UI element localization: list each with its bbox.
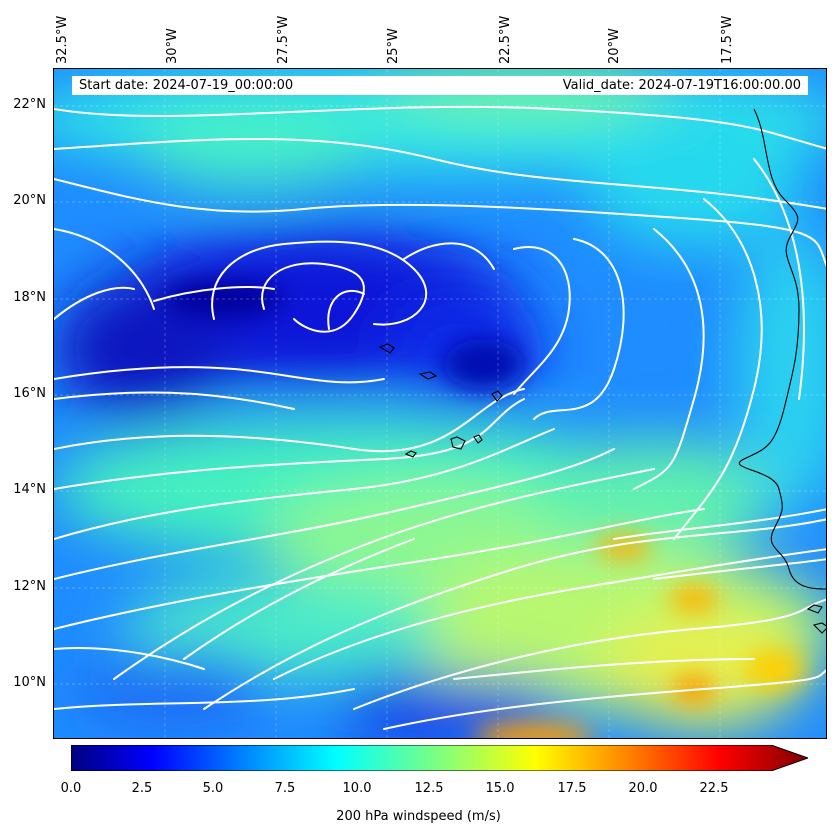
colorbar-tick: 2.5 <box>131 781 153 796</box>
start-date: Start date: 2024-07-19_00:00:00 <box>79 78 294 93</box>
valid-date: Valid_date: 2024-07-19T16:00:00.00 <box>562 78 801 93</box>
colorbar-tick: 20.0 <box>628 781 658 796</box>
streamlines <box>54 105 826 730</box>
colorbar-tick: 10.0 <box>342 781 372 796</box>
colorbar-tick: 7.5 <box>274 781 296 796</box>
colorbar-tick: 17.5 <box>557 781 587 796</box>
colorbar-tick: 5.0 <box>202 781 224 796</box>
lon-label: 25°W <box>386 28 401 64</box>
lon-label: 22.5°W <box>498 15 513 64</box>
windspeed-field <box>54 69 826 738</box>
lon-label: 30°W <box>165 28 180 64</box>
colorbar-tick: 15.0 <box>485 781 515 796</box>
lat-label: 22°N <box>13 97 46 112</box>
date-box: Start date: 2024-07-19_00:00:00 Valid_da… <box>72 76 808 95</box>
coastline <box>378 108 826 634</box>
colorbar-tick: 12.5 <box>414 781 444 796</box>
colorbar <box>71 745 808 771</box>
lat-label: 12°N <box>13 579 46 594</box>
windspeed-map <box>53 68 827 739</box>
lat-label: 20°N <box>13 193 46 208</box>
colorbar-tick: 0.0 <box>60 781 82 796</box>
colorbar-tick: 22.5 <box>699 781 729 796</box>
colorbar-label: 200 hPa windspeed (m/s) <box>336 809 501 824</box>
lon-label: 32.5°W <box>55 15 70 64</box>
lon-label: 27.5°W <box>276 15 291 64</box>
lon-label: 17.5°W <box>720 15 735 64</box>
lat-label: 18°N <box>13 290 46 305</box>
lon-label: 20°W <box>607 28 622 64</box>
lat-label: 16°N <box>13 386 46 401</box>
lat-label: 14°N <box>13 482 46 497</box>
lat-label: 10°N <box>13 675 46 690</box>
